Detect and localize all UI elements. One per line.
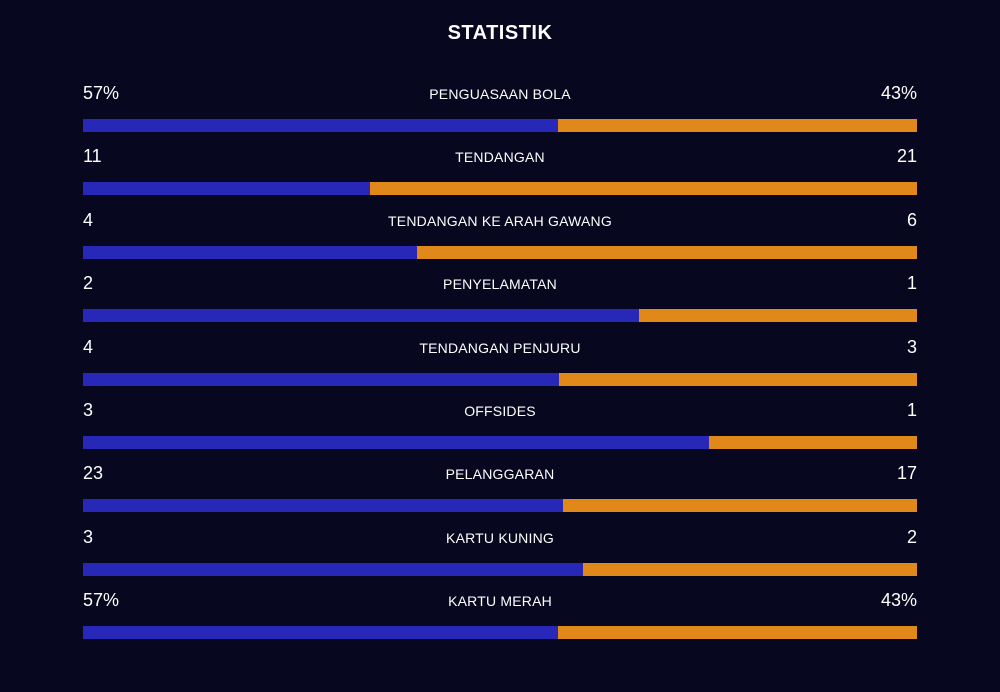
home-bar-segment [83,499,563,513]
away-bar-segment [369,182,917,196]
away-bar-segment [562,499,917,513]
home-bar-segment [83,626,559,640]
away-value: 43% [880,590,917,611]
home-bar-segment [83,245,417,259]
stat-row-saves: 2 PENYELAMATAN 1 [83,270,917,333]
away-bar-segment [583,562,917,576]
comparison-bar [83,435,917,449]
home-value: 23 [83,463,104,484]
away-value: 3 [906,336,917,357]
stat-label: TENDANGAN [455,149,545,166]
away-bar-segment [708,435,917,449]
stat-label: PENGUASAAN BOLA [429,86,571,102]
stat-label: KARTU KUNING [446,529,554,546]
home-bar-segment [83,372,560,386]
home-value: 57% [83,83,120,103]
away-value: 1 [906,273,917,294]
stat-row-yellow-cards: 3 KARTU KUNING 2 [83,524,917,587]
home-value: 2 [83,273,94,294]
comparison-bar [83,626,917,640]
stat-row-fouls: 23 PELANGGARAN 17 [83,460,917,523]
home-bar-segment [83,562,584,576]
away-bar-segment [558,119,917,132]
comparison-bar [83,372,917,386]
stat-row-possession: 57% PENGUASAAN BOLA 43% [83,80,917,143]
away-value: 21 [896,146,917,167]
home-value: 57% [83,590,120,611]
stat-label: OFFSIDES [464,402,536,419]
stat-label: KARTU MERAH [448,593,552,610]
home-bar-segment [83,309,640,323]
home-value: 3 [83,399,94,420]
home-bar-segment [83,119,559,132]
away-bar-segment [639,309,917,323]
away-value: 6 [906,209,917,230]
stat-label: PENYELAMATAN [443,276,557,293]
comparison-bar [83,245,917,259]
away-value: 43% [880,83,917,103]
comparison-bar [83,499,917,513]
away-bar-segment [559,372,917,386]
panel-title: STATISTIK [447,22,553,44]
away-value: 2 [906,526,917,547]
home-value: 4 [83,336,94,357]
away-bar-segment [558,626,917,640]
comparison-bar [83,562,917,576]
comparison-bar [83,182,917,196]
home-value: 3 [83,526,94,547]
stat-row-offsides: 3 OFFSIDES 1 [83,397,917,460]
home-value: 11 [83,146,102,167]
stat-row-corners: 4 TENDANGAN PENJURU 3 [83,334,917,397]
stat-row-shots-on-target: 4 TENDANGAN KE ARAH GAWANG 6 [83,207,917,270]
home-bar-segment [83,435,709,449]
stat-label: TENDANGAN KE ARAH GAWANG [388,212,612,229]
away-bar-segment [416,245,917,259]
away-value: 1 [906,399,917,420]
comparison-bar [83,309,917,323]
stats-list: 57% PENGUASAAN BOLA 43% 11 TENDANGAN 21 [83,80,917,651]
stat-row-shots: 11 TENDANGAN 21 [83,143,917,206]
stat-row-red-cards: 57% KARTU MERAH 43% [83,587,917,650]
home-value: 4 [83,209,94,230]
stat-label: TENDANGAN PENJURU [419,339,581,356]
stat-label: PELANGGARAN [445,466,555,483]
home-bar-segment [83,182,370,196]
away-value: 17 [896,463,917,484]
comparison-bar [83,119,917,132]
